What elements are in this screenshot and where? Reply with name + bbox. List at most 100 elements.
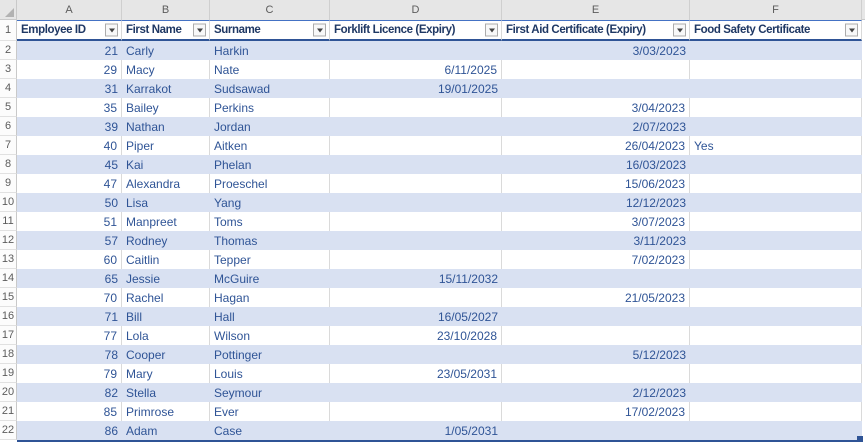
- cell-first-name[interactable]: Rachel: [122, 288, 210, 307]
- cell-forklift-expiry[interactable]: [330, 231, 502, 250]
- cell-employee-id[interactable]: 21: [17, 41, 122, 60]
- cell-first-aid-expiry[interactable]: [502, 269, 690, 288]
- cell-first-aid-expiry[interactable]: [502, 326, 690, 345]
- column-header-first-name[interactable]: First Name: [122, 20, 210, 41]
- cell-first-name[interactable]: Bill: [122, 307, 210, 326]
- cell-employee-id[interactable]: 51: [17, 212, 122, 231]
- row-number[interactable]: 10: [0, 193, 17, 212]
- row-number[interactable]: 18: [0, 345, 17, 364]
- cell-surname[interactable]: Sudsawad: [210, 79, 330, 98]
- cell-surname[interactable]: Case: [210, 421, 330, 440]
- cell-first-aid-expiry[interactable]: 26/04/2023: [502, 136, 690, 155]
- filter-button[interactable]: [193, 23, 206, 37]
- cell-first-name[interactable]: Mary: [122, 364, 210, 383]
- row-number[interactable]: 9: [0, 174, 17, 193]
- cell-employee-id[interactable]: 40: [17, 136, 122, 155]
- cell-first-name[interactable]: Rodney: [122, 231, 210, 250]
- cell-first-name[interactable]: Lisa: [122, 193, 210, 212]
- cell-first-name[interactable]: Bailey: [122, 98, 210, 117]
- cell-first-name[interactable]: Jessie: [122, 269, 210, 288]
- cell-employee-id[interactable]: 50: [17, 193, 122, 212]
- cell-food-safety[interactable]: [690, 174, 862, 193]
- cell-forklift-expiry[interactable]: 23/10/2028: [330, 326, 502, 345]
- cell-forklift-expiry[interactable]: 23/05/2031: [330, 364, 502, 383]
- cell-food-safety[interactable]: [690, 402, 862, 421]
- cell-first-name[interactable]: Caitlin: [122, 250, 210, 269]
- cell-employee-id[interactable]: 77: [17, 326, 122, 345]
- row-number[interactable]: 20: [0, 383, 17, 402]
- cell-forklift-expiry[interactable]: [330, 117, 502, 136]
- cell-food-safety[interactable]: [690, 79, 862, 98]
- row-number[interactable]: 2: [0, 41, 17, 60]
- filter-button[interactable]: [485, 23, 498, 37]
- cell-first-aid-expiry[interactable]: 16/03/2023: [502, 155, 690, 174]
- cell-employee-id[interactable]: 86: [17, 421, 122, 440]
- cell-food-safety[interactable]: [690, 60, 862, 79]
- cell-first-aid-expiry[interactable]: 3/11/2023: [502, 231, 690, 250]
- row-number[interactable]: 6: [0, 117, 17, 136]
- cell-first-aid-expiry[interactable]: 21/05/2023: [502, 288, 690, 307]
- cell-surname[interactable]: Wilson: [210, 326, 330, 345]
- row-number[interactable]: 21: [0, 402, 17, 421]
- cell-first-name[interactable]: Manpreet: [122, 212, 210, 231]
- cell-employee-id[interactable]: 60: [17, 250, 122, 269]
- cell-first-aid-expiry[interactable]: 5/12/2023: [502, 345, 690, 364]
- cell-food-safety[interactable]: [690, 345, 862, 364]
- cell-forklift-expiry[interactable]: [330, 288, 502, 307]
- cell-surname[interactable]: McGuire: [210, 269, 330, 288]
- cell-surname[interactable]: Tepper: [210, 250, 330, 269]
- row-number[interactable]: 12: [0, 231, 17, 250]
- cell-employee-id[interactable]: 85: [17, 402, 122, 421]
- cell-surname[interactable]: Nate: [210, 60, 330, 79]
- cell-surname[interactable]: Harkin: [210, 41, 330, 60]
- cell-surname[interactable]: Phelan: [210, 155, 330, 174]
- cell-employee-id[interactable]: 45: [17, 155, 122, 174]
- column-header-food-safety-certificate[interactable]: Food Safety Certificate: [690, 20, 862, 41]
- cell-surname[interactable]: Louis: [210, 364, 330, 383]
- column-letter-c[interactable]: C: [210, 0, 330, 20]
- cell-surname[interactable]: Perkins: [210, 98, 330, 117]
- cell-food-safety[interactable]: [690, 41, 862, 60]
- cell-food-safety[interactable]: [690, 307, 862, 326]
- row-number[interactable]: 5: [0, 98, 17, 117]
- row-number[interactable]: 15: [0, 288, 17, 307]
- cell-forklift-expiry[interactable]: [330, 174, 502, 193]
- column-header-surname[interactable]: Surname: [210, 20, 330, 41]
- filter-button[interactable]: [845, 23, 858, 37]
- column-header-first-aid-certificate[interactable]: First Aid Certificate (Expiry): [502, 20, 690, 41]
- row-number[interactable]: 22: [0, 421, 17, 440]
- column-letter-e[interactable]: E: [502, 0, 690, 20]
- cell-forklift-expiry[interactable]: [330, 41, 502, 60]
- cell-first-aid-expiry[interactable]: 3/03/2023: [502, 41, 690, 60]
- cell-first-name[interactable]: Alexandra: [122, 174, 210, 193]
- cell-first-name[interactable]: Piper: [122, 136, 210, 155]
- cell-employee-id[interactable]: 29: [17, 60, 122, 79]
- cell-employee-id[interactable]: 79: [17, 364, 122, 383]
- cell-food-safety[interactable]: [690, 98, 862, 117]
- cell-food-safety[interactable]: [690, 364, 862, 383]
- cell-first-name[interactable]: Cooper: [122, 345, 210, 364]
- cell-surname[interactable]: Jordan: [210, 117, 330, 136]
- cell-employee-id[interactable]: 31: [17, 79, 122, 98]
- row-number-1[interactable]: 1: [0, 20, 17, 41]
- cell-surname[interactable]: Pottinger: [210, 345, 330, 364]
- cell-forklift-expiry[interactable]: 6/11/2025: [330, 60, 502, 79]
- filter-button[interactable]: [673, 23, 686, 37]
- cell-first-aid-expiry[interactable]: 15/06/2023: [502, 174, 690, 193]
- filter-button[interactable]: [105, 23, 118, 37]
- cell-forklift-expiry[interactable]: [330, 383, 502, 402]
- cell-forklift-expiry[interactable]: [330, 250, 502, 269]
- row-number[interactable]: 8: [0, 155, 17, 174]
- cell-surname[interactable]: Hall: [210, 307, 330, 326]
- cell-food-safety[interactable]: [690, 231, 862, 250]
- row-number[interactable]: 3: [0, 60, 17, 79]
- cell-first-name[interactable]: Carly: [122, 41, 210, 60]
- cell-employee-id[interactable]: 82: [17, 383, 122, 402]
- cell-food-safety[interactable]: [690, 269, 862, 288]
- row-number[interactable]: 19: [0, 364, 17, 383]
- cell-first-name[interactable]: Primrose: [122, 402, 210, 421]
- cell-food-safety[interactable]: [690, 117, 862, 136]
- cell-employee-id[interactable]: 39: [17, 117, 122, 136]
- row-number[interactable]: 13: [0, 250, 17, 269]
- cell-first-aid-expiry[interactable]: 12/12/2023: [502, 193, 690, 212]
